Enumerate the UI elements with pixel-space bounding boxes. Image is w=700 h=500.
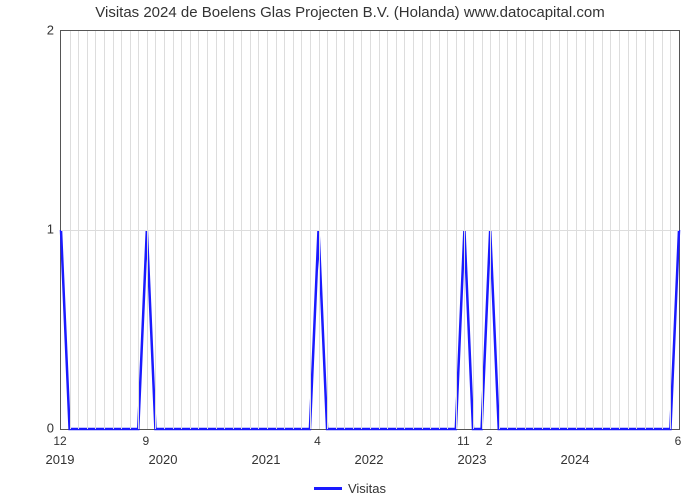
gridline-v <box>379 31 380 429</box>
gridline-v <box>155 31 156 429</box>
gridline-v <box>301 31 302 429</box>
x-tick-label: 2020 <box>149 452 178 467</box>
gridline-v <box>576 31 577 429</box>
gridline-v <box>653 31 654 429</box>
gridline-v <box>439 31 440 429</box>
gridline-v <box>387 31 388 429</box>
gridline-v <box>95 31 96 429</box>
gridline-v <box>224 31 225 429</box>
gridline-v <box>319 31 320 429</box>
gridline-v <box>585 31 586 429</box>
gridline-v <box>190 31 191 429</box>
gridline-v <box>181 31 182 429</box>
gridline-v <box>276 31 277 429</box>
gridline-v <box>207 31 208 429</box>
gridline-v <box>396 31 397 429</box>
gridline-v <box>216 31 217 429</box>
gridline-v <box>293 31 294 429</box>
peak-label: 4 <box>314 434 321 448</box>
gridline-v <box>284 31 285 429</box>
gridline-v <box>542 31 543 429</box>
chart-container: Visitas 2024 de Boelens Glas Projecten B… <box>0 0 700 500</box>
gridline-v <box>593 31 594 429</box>
gridline-v <box>413 31 414 429</box>
x-tick-label: 2023 <box>458 452 487 467</box>
gridline-v <box>310 31 311 429</box>
gridline-v <box>482 31 483 429</box>
legend-label: Visitas <box>348 481 386 496</box>
gridline-v <box>559 31 560 429</box>
peak-label: 6 <box>675 434 682 448</box>
y-tick-label: 2 <box>14 23 54 38</box>
gridline-v <box>233 31 234 429</box>
gridline-v <box>250 31 251 429</box>
gridline-v <box>473 31 474 429</box>
gridline-v <box>533 31 534 429</box>
gridline-v <box>499 31 500 429</box>
gridline-v <box>490 31 491 429</box>
peak-label: 11 <box>457 434 469 448</box>
gridline-v <box>164 31 165 429</box>
gridline-v <box>113 31 114 429</box>
gridline-v <box>198 31 199 429</box>
gridline-v <box>525 31 526 429</box>
gridline-v <box>602 31 603 429</box>
gridline-v <box>430 31 431 429</box>
gridline-v <box>456 31 457 429</box>
x-tick-label: 2022 <box>355 452 384 467</box>
gridline-v <box>670 31 671 429</box>
legend: Visitas <box>0 480 700 496</box>
x-tick-label: 2024 <box>561 452 590 467</box>
legend-swatch <box>314 487 342 490</box>
gridline-v <box>422 31 423 429</box>
gridline-v <box>70 31 71 429</box>
gridline-v <box>138 31 139 429</box>
gridline-v <box>447 31 448 429</box>
gridline-v <box>610 31 611 429</box>
gridline-v <box>507 31 508 429</box>
gridline-v <box>267 31 268 429</box>
gridline-v <box>258 31 259 429</box>
gridline-v <box>121 31 122 429</box>
gridline-v <box>130 31 131 429</box>
gridline-v <box>353 31 354 429</box>
gridline-v <box>87 31 88 429</box>
gridline-v <box>241 31 242 429</box>
x-tick-label: 2019 <box>46 452 75 467</box>
gridline-v <box>361 31 362 429</box>
plot-area <box>60 30 680 430</box>
gridline-v <box>550 31 551 429</box>
gridline-v <box>619 31 620 429</box>
peak-label: 9 <box>142 434 149 448</box>
chart-title: Visitas 2024 de Boelens Glas Projecten B… <box>0 4 700 21</box>
gridline-v <box>636 31 637 429</box>
gridline-v <box>404 31 405 429</box>
peak-label: 12 <box>53 434 66 448</box>
x-tick-label: 2021 <box>252 452 281 467</box>
gridline-v <box>344 31 345 429</box>
gridline-v <box>173 31 174 429</box>
gridline-v <box>104 31 105 429</box>
y-tick-label: 0 <box>14 421 54 436</box>
peak-label: 2 <box>486 434 493 448</box>
gridline-v <box>567 31 568 429</box>
gridline-v <box>327 31 328 429</box>
gridline-v <box>370 31 371 429</box>
gridline-v <box>516 31 517 429</box>
gridline-v <box>628 31 629 429</box>
y-tick-label: 1 <box>14 222 54 237</box>
gridline-v <box>147 31 148 429</box>
gridline-v <box>645 31 646 429</box>
gridline-v <box>336 31 337 429</box>
gridline-v <box>662 31 663 429</box>
gridline-v <box>464 31 465 429</box>
gridline-v <box>78 31 79 429</box>
